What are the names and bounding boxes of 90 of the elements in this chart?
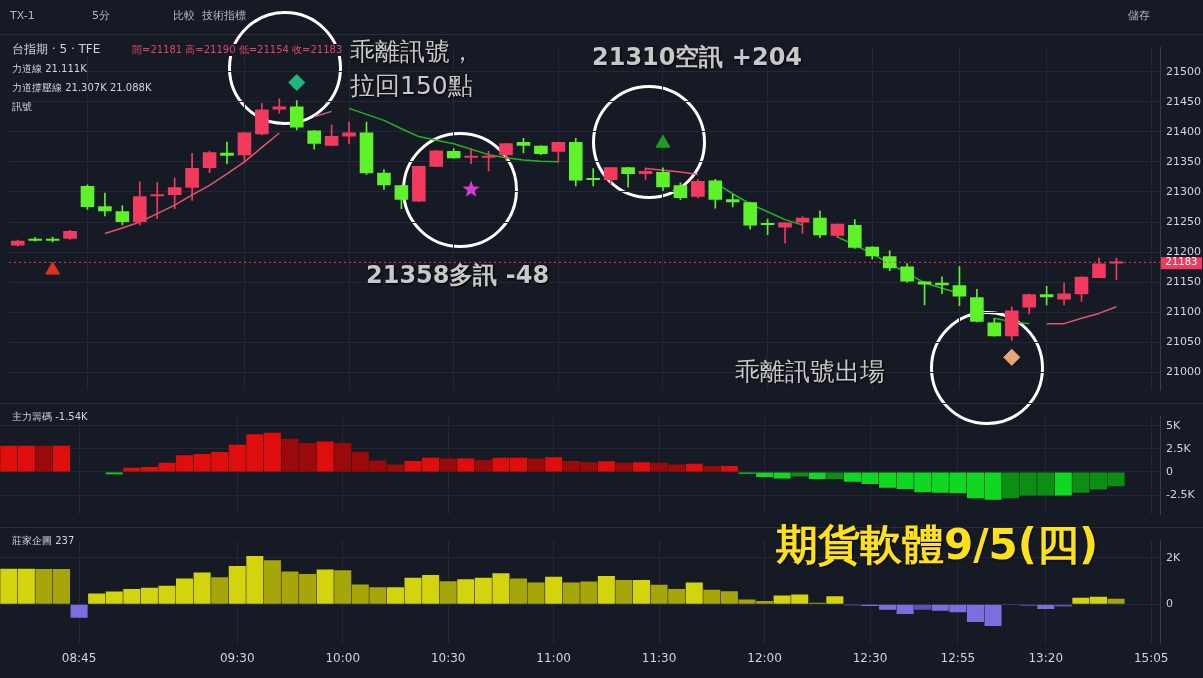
bar: [52, 445, 71, 472]
x-tick-label: 13:20: [1028, 650, 1064, 665]
bar: [70, 604, 88, 618]
candlestick: [464, 148, 478, 164]
bar: [685, 582, 703, 604]
x-tick-label: 08:45: [61, 650, 97, 665]
bar: [791, 472, 809, 477]
bar: [808, 472, 826, 479]
bar: [597, 576, 615, 604]
candlestick: [150, 181, 165, 219]
bar: [527, 458, 545, 472]
y-tick-label: 21450: [1166, 94, 1201, 108]
candlestick: [342, 121, 356, 145]
bar: [545, 457, 563, 472]
bar: [632, 462, 651, 472]
annotation: 主力籌碼 -1.54K: [12, 411, 88, 423]
bar: [211, 577, 229, 604]
ref-line-label: 21183: [1165, 255, 1198, 267]
annotation: 訊號: [12, 101, 32, 113]
candlestick: [725, 194, 740, 208]
y-tick-label: 2K: [1166, 550, 1181, 564]
bar: [457, 458, 475, 472]
annotation: 拉回150點: [350, 71, 473, 101]
bar: [720, 465, 738, 472]
bar: [615, 462, 633, 472]
bar: [914, 604, 932, 610]
y-tick-label: 21150: [1166, 275, 1201, 289]
y-tick-label: 21100: [1166, 305, 1201, 319]
point: [1003, 348, 1021, 366]
x-tick-label: 11:00: [536, 650, 571, 665]
y-tick-label: 0: [1166, 464, 1173, 478]
bar: [1054, 472, 1072, 496]
y-tick-label: -2.5K: [1166, 487, 1196, 501]
text: TX-1: [10, 9, 35, 23]
bar: [316, 569, 334, 604]
candlestick: [98, 192, 112, 217]
y-tick-label: 21200: [1166, 244, 1201, 258]
bar: [703, 465, 721, 472]
annotation: 台指期 · 5 · TFE: [12, 42, 101, 57]
bar: [439, 458, 457, 472]
text: 5分: [92, 9, 110, 23]
bar: [1037, 604, 1055, 610]
annotation: 力道線 21.111K: [12, 63, 87, 75]
bar: [439, 581, 457, 604]
annotation: 21310空訊 +204: [592, 43, 803, 72]
x-tick-label: 15:05: [1133, 650, 1169, 665]
y-tick-label: 5K: [1166, 418, 1181, 432]
y-tick-label: 21000: [1166, 365, 1201, 379]
y-tick-label: 21350: [1166, 154, 1201, 168]
bar: [1107, 598, 1125, 604]
y-tick-label: 21500: [1166, 64, 1201, 78]
y-tick-label: 0: [1166, 597, 1173, 611]
x-tick-label: 12:00: [747, 650, 782, 665]
y-tick-label: 21300: [1166, 184, 1201, 198]
bar: [35, 445, 53, 472]
bar: [474, 459, 492, 472]
bar: [545, 576, 563, 604]
x-tick-label: 12:55: [940, 650, 976, 665]
candlestick: [272, 98, 287, 114]
annotation: 21358多訊 -48: [366, 261, 550, 290]
y-tick-label: 21050: [1166, 335, 1201, 349]
point: [655, 134, 671, 148]
y-tick-label: 21400: [1166, 124, 1201, 138]
candlestick: [586, 168, 601, 187]
annotation: 開=21181 高=21190 低=21154 收=21183: [132, 44, 343, 56]
annotation: 乖離訊號，: [350, 37, 475, 67]
annotation: 乖離訊號出場: [735, 357, 885, 387]
point: [45, 261, 61, 275]
x-tick-label: 09:30: [219, 650, 255, 665]
text: 儲存: [1128, 9, 1150, 23]
bar: [826, 472, 844, 479]
bar: [597, 461, 615, 472]
point: [288, 73, 306, 91]
annotation: 期貨軟體9/5(四): [776, 520, 1099, 571]
x-tick-label: 11:30: [641, 650, 677, 665]
y-tick-label: 21250: [1166, 214, 1201, 228]
text: 比較: [173, 9, 195, 23]
x-tick-label: 10:00: [325, 650, 361, 665]
annotation: 莊家企圖 237: [12, 535, 75, 547]
y-tick-label: 2.5K: [1166, 441, 1192, 455]
bar: [826, 596, 844, 604]
bar: [316, 441, 334, 472]
bar: [615, 579, 633, 604]
point: [462, 180, 480, 197]
candlestick: [220, 141, 234, 164]
bar: [632, 579, 651, 604]
x-tick-label: 12:30: [852, 650, 888, 665]
annotation: 力道撐壓線 21.307K 21.088K: [12, 82, 152, 94]
text: 技術指標: [202, 9, 246, 23]
x-tick-label: 10:30: [430, 650, 466, 665]
